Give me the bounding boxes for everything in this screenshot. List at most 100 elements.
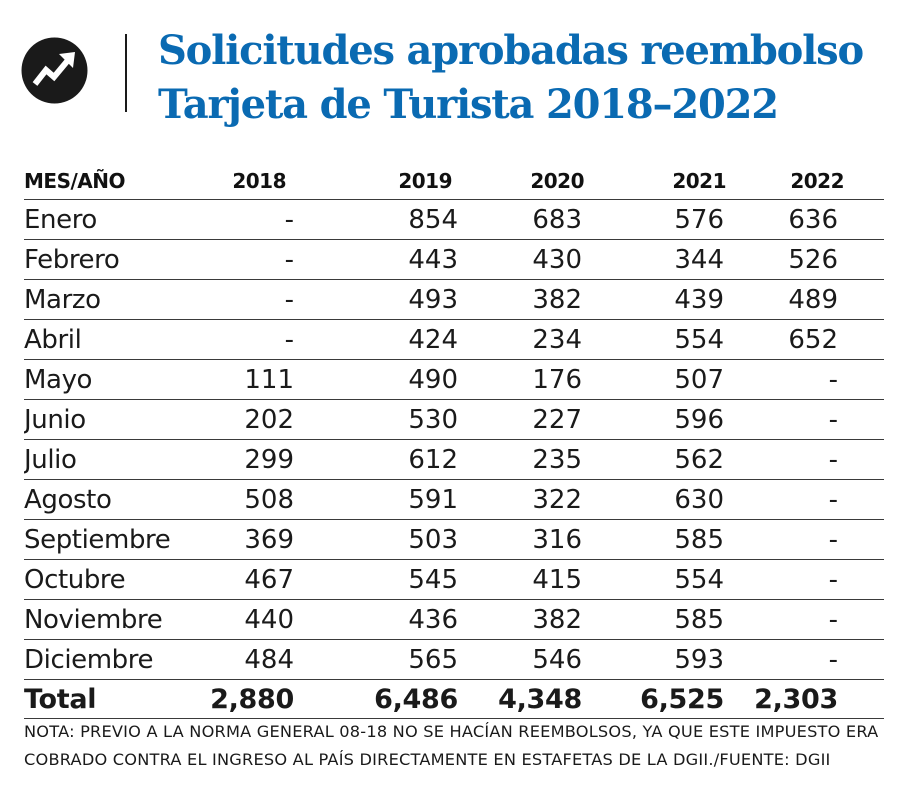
value-cell-2021: 576	[584, 199, 726, 240]
value-cell-2021: 585	[584, 519, 726, 560]
month-label: Febrero	[24, 239, 184, 280]
table-row: Diciembre 484 565 546 593-	[24, 639, 884, 680]
value-cell-2021: 593	[584, 639, 726, 680]
value-cell-2019: 612	[296, 439, 460, 480]
value-cell-2022: -	[726, 399, 884, 440]
value-cell-2020: 382	[460, 279, 584, 320]
month-label: Septiembre	[24, 519, 184, 560]
value-cell-2022: 636	[726, 199, 884, 240]
title-line-1: Solicitudes aprobadas reembolso	[158, 27, 864, 74]
value-cell-2022: -	[726, 599, 884, 640]
value-cell-2018: 440	[184, 599, 296, 640]
value-cell-2019: 530	[296, 399, 460, 440]
value-cell-2018: 484	[184, 639, 296, 680]
value-cell-2020: 316	[460, 519, 584, 560]
month-label: Abril	[24, 319, 184, 360]
value-cell-2020: 382	[460, 599, 584, 640]
month-label: Octubre	[24, 559, 184, 600]
value-cell-2020: 234	[460, 319, 584, 360]
value-cell-2021: 562	[584, 439, 726, 480]
value-cell-2019: 443	[296, 239, 460, 280]
total-label: Total	[24, 679, 184, 719]
value-cell-2021: 344	[584, 239, 726, 280]
value-cell-2018: 508	[184, 479, 296, 520]
title-line-2: Tarjeta de Turista 2018–2022	[158, 81, 779, 128]
value-cell-2018: 111	[184, 359, 296, 400]
trend-arrow-icon	[21, 37, 88, 104]
value-cell-2018: 202	[184, 399, 296, 440]
column-header-month: MES/AÑO	[24, 162, 184, 200]
month-label: Marzo	[24, 279, 184, 320]
month-label: Julio	[24, 439, 184, 480]
value-cell-2019: 424	[296, 319, 460, 360]
column-header-2018: 2018	[184, 162, 296, 200]
value-cell-2022: -	[726, 359, 884, 400]
value-cell-2022: 526	[726, 239, 884, 280]
table-row: Octubre 467 545 415 554-	[24, 559, 884, 600]
table-row: Agosto 508 591 322 630-	[24, 479, 884, 520]
month-label: Agosto	[24, 479, 184, 520]
chart-title: Solicitudes aprobadas reembolso Tarjeta …	[158, 24, 864, 132]
value-cell-2020: 322	[460, 479, 584, 520]
value-cell-2018: -	[184, 239, 296, 280]
total-cell-2021: 6,525	[584, 679, 726, 719]
value-cell-2018: 369	[184, 519, 296, 560]
value-cell-2020: 235	[460, 439, 584, 480]
table-row: Junio 202 530 227 596-	[24, 399, 884, 440]
table-row: Julio 299 612 235 562-	[24, 439, 884, 480]
value-cell-2019: 545	[296, 559, 460, 600]
column-header-2022: 2022	[726, 162, 884, 200]
value-cell-2019: 493	[296, 279, 460, 320]
value-cell-2022: -	[726, 479, 884, 520]
value-cell-2021: 596	[584, 399, 726, 440]
total-cell-2019: 6,486	[296, 679, 460, 719]
value-cell-2018: 467	[184, 559, 296, 600]
month-label: Mayo	[24, 359, 184, 400]
table-row: Septiembre 369 503 316 585-	[24, 519, 884, 560]
value-cell-2021: 585	[584, 599, 726, 640]
value-cell-2020: 546	[460, 639, 584, 680]
value-cell-2018: -	[184, 319, 296, 360]
total-cell-2020: 4,348	[460, 679, 584, 719]
value-cell-2021: 554	[584, 559, 726, 600]
value-cell-2019: 565	[296, 639, 460, 680]
value-cell-2021: 630	[584, 479, 726, 520]
value-cell-2019: 854	[296, 199, 460, 240]
total-cell-2018: 2,880	[184, 679, 296, 719]
value-cell-2020: 430	[460, 239, 584, 280]
month-label: Noviembre	[24, 599, 184, 640]
value-cell-2022: 489	[726, 279, 884, 320]
source-note: NOTA: PREVIO A LA NORMA GENERAL 08-18 NO…	[24, 722, 879, 769]
value-cell-2018: 299	[184, 439, 296, 480]
value-cell-2018: -	[184, 279, 296, 320]
table-row: Mayo 111 490 176 507-	[24, 359, 884, 400]
month-label: Junio	[24, 399, 184, 440]
table-row: Abril -424 234 554 652	[24, 319, 884, 360]
data-table: MES/AÑO 2018 2019 2020 2021 2022 Enero -8…	[24, 162, 884, 719]
value-cell-2019: 490	[296, 359, 460, 400]
value-cell-2021: 554	[584, 319, 726, 360]
value-cell-2020: 683	[460, 199, 584, 240]
table-row: Febrero -443 430 344 526	[24, 239, 884, 280]
month-label: Enero	[24, 199, 184, 240]
value-cell-2022: -	[726, 559, 884, 600]
value-cell-2022: 652	[726, 319, 884, 360]
total-row: Total 2,880 6,486 4,348 6,525 2,303	[24, 679, 884, 719]
value-cell-2019: 436	[296, 599, 460, 640]
value-cell-2020: 415	[460, 559, 584, 600]
value-cell-2020: 227	[460, 399, 584, 440]
table-row: Noviembre 440 436 382 585-	[24, 599, 884, 640]
value-cell-2019: 591	[296, 479, 460, 520]
header-row: MES/AÑO 2018 2019 2020 2021 2022	[24, 162, 884, 200]
value-cell-2018: -	[184, 199, 296, 240]
table-row: Enero -854 683 576 636	[24, 199, 884, 240]
value-cell-2021: 507	[584, 359, 726, 400]
table-body: Enero -854 683 576 636 Febrero -443 430 344 526 Ma…	[24, 199, 884, 719]
total-cell-2022: 2,303	[726, 679, 884, 719]
table-row: Marzo -493 382 439 489	[24, 279, 884, 320]
column-header-2019: 2019	[296, 162, 460, 200]
value-cell-2022: -	[726, 639, 884, 680]
month-label: Diciembre	[24, 639, 184, 680]
value-cell-2020: 176	[460, 359, 584, 400]
column-header-2021: 2021	[584, 162, 727, 200]
